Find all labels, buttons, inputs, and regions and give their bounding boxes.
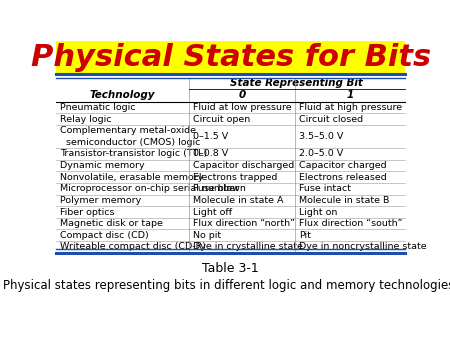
Text: Capacitor charged: Capacitor charged bbox=[299, 161, 387, 170]
Text: Writeable compact disc (CD-R): Writeable compact disc (CD-R) bbox=[60, 242, 207, 251]
Text: Microprocessor on-chip serial number: Microprocessor on-chip serial number bbox=[60, 184, 239, 193]
Text: Fuse blown: Fuse blown bbox=[193, 184, 246, 193]
Text: Relay logic: Relay logic bbox=[60, 115, 112, 124]
Text: Dye in noncrystalline state: Dye in noncrystalline state bbox=[299, 242, 427, 251]
Text: Technology: Technology bbox=[90, 90, 155, 100]
Text: Electrons released: Electrons released bbox=[299, 173, 387, 182]
Text: Flux direction “north”: Flux direction “north” bbox=[193, 219, 295, 228]
Text: Dye in crystalline state: Dye in crystalline state bbox=[193, 242, 303, 251]
Text: Table 3-1: Table 3-1 bbox=[202, 262, 259, 275]
Text: 2.0–5.0 V: 2.0–5.0 V bbox=[299, 149, 344, 159]
Text: Transistor-transistor logic (TTL): Transistor-transistor logic (TTL) bbox=[60, 149, 208, 159]
Text: Molecule in state B: Molecule in state B bbox=[299, 196, 390, 205]
Text: Flux direction “south”: Flux direction “south” bbox=[299, 219, 403, 228]
Text: Capacitor discharged: Capacitor discharged bbox=[193, 161, 294, 170]
Text: Light off: Light off bbox=[193, 208, 232, 217]
Text: Fuse intact: Fuse intact bbox=[299, 184, 351, 193]
Text: Nonvolatile, erasable memory: Nonvolatile, erasable memory bbox=[60, 173, 204, 182]
FancyBboxPatch shape bbox=[56, 41, 405, 74]
Text: Electrons trapped: Electrons trapped bbox=[193, 173, 277, 182]
Text: Dynamic memory: Dynamic memory bbox=[60, 161, 145, 170]
Text: Molecule in state A: Molecule in state A bbox=[193, 196, 284, 205]
Text: Light on: Light on bbox=[299, 208, 338, 217]
Text: Pit: Pit bbox=[299, 231, 311, 240]
Text: State Representing Bit: State Representing Bit bbox=[230, 78, 363, 88]
Text: 1: 1 bbox=[346, 90, 354, 100]
Text: Compact disc (CD): Compact disc (CD) bbox=[60, 231, 149, 240]
Text: No pit: No pit bbox=[193, 231, 221, 240]
Text: Polymer memory: Polymer memory bbox=[60, 196, 142, 205]
Text: Fluid at low pressure: Fluid at low pressure bbox=[193, 103, 292, 112]
Text: 0–0.8 V: 0–0.8 V bbox=[193, 149, 228, 159]
Text: Magnetic disk or tape: Magnetic disk or tape bbox=[60, 219, 163, 228]
Text: Fiber optics: Fiber optics bbox=[60, 208, 115, 217]
Text: Circuit closed: Circuit closed bbox=[299, 115, 364, 124]
Text: 0: 0 bbox=[238, 90, 246, 100]
Text: 0–1.5 V: 0–1.5 V bbox=[193, 132, 228, 141]
Text: Complementary metal-oxide
  semiconductor (CMOS) logic: Complementary metal-oxide semiconductor … bbox=[60, 126, 201, 147]
Text: 3.5–5.0 V: 3.5–5.0 V bbox=[299, 132, 344, 141]
Text: Fluid at high pressure: Fluid at high pressure bbox=[299, 103, 402, 112]
Text: Circuit open: Circuit open bbox=[193, 115, 250, 124]
Text: Physical States for Bits: Physical States for Bits bbox=[31, 43, 431, 72]
Text: Pneumatic logic: Pneumatic logic bbox=[60, 103, 136, 112]
Text: Physical states representing bits in different logic and memory technologies.: Physical states representing bits in dif… bbox=[3, 279, 450, 292]
